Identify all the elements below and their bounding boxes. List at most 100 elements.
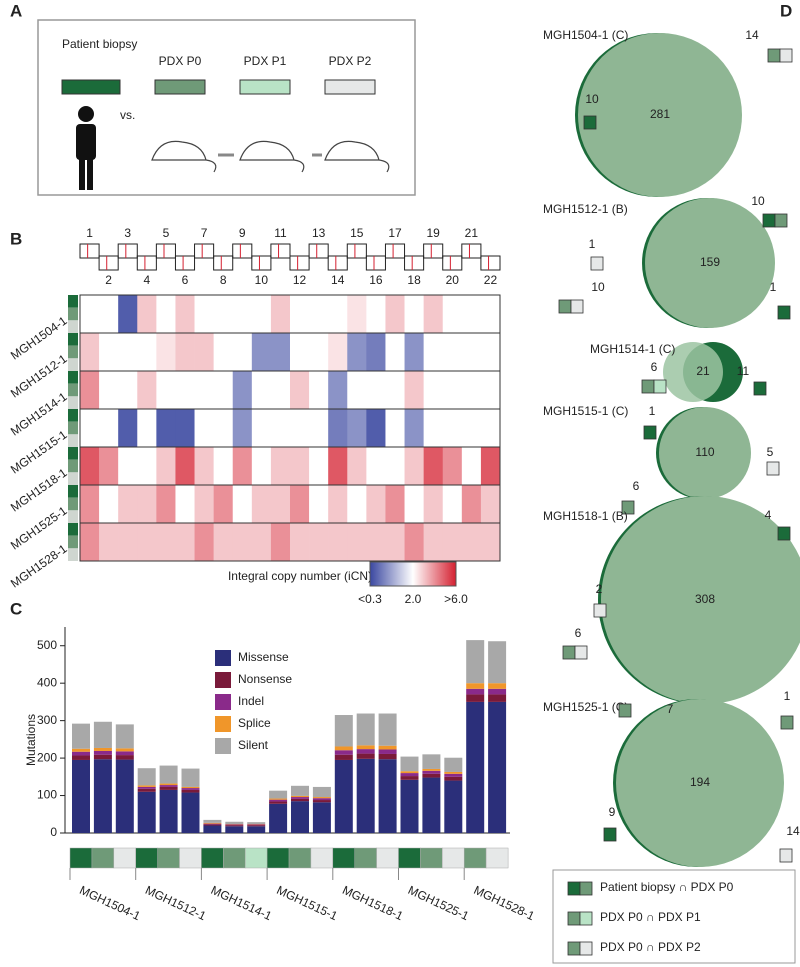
heat-cell — [423, 409, 444, 447]
heat-cell — [461, 333, 482, 371]
set-icon — [567, 911, 581, 926]
scale-title: Integral copy number (iCN) — [228, 569, 372, 583]
set-icon — [579, 911, 593, 926]
legend-label: Nonsense — [238, 672, 292, 686]
row-strip — [68, 409, 78, 422]
chromosome — [174, 255, 196, 271]
venn-shared: 21 — [696, 364, 710, 378]
venn-count: 6 — [633, 479, 640, 493]
heat-cell — [385, 485, 405, 523]
y-tick-label: 400 — [37, 675, 57, 689]
heat-cell — [328, 523, 348, 561]
heat-cell — [194, 447, 214, 485]
chromosome — [327, 255, 348, 271]
chromosome — [251, 255, 272, 271]
bar-segment — [159, 786, 178, 790]
panel-label: B — [10, 229, 22, 248]
bar-segment — [115, 759, 134, 833]
y-tick-label: 300 — [37, 713, 57, 727]
chromosome-label: 15 — [350, 226, 364, 240]
row-strip — [68, 333, 78, 346]
stage-strip — [179, 847, 202, 869]
stage-strip — [113, 847, 137, 869]
mouse-icons — [151, 140, 390, 173]
chromosome — [346, 243, 367, 259]
set-icon — [762, 213, 776, 228]
venn-count: 14 — [745, 28, 759, 42]
chromosome-label: 17 — [388, 226, 402, 240]
bar-segment — [93, 750, 112, 755]
heat-cell — [290, 371, 310, 409]
heat-cell — [290, 409, 310, 447]
bar-segment — [269, 798, 288, 800]
heat-cell — [251, 485, 272, 523]
scale-label: <0.3 — [358, 592, 382, 606]
bar-segment — [247, 826, 266, 833]
venn-legend-frame — [552, 869, 796, 964]
heat-cell — [404, 485, 424, 523]
set-icon — [579, 881, 593, 896]
heat-cell — [156, 371, 176, 409]
set-icon — [583, 115, 597, 130]
bar-segment — [488, 701, 507, 833]
venn-title: MGH1518-1 (B) — [543, 509, 628, 523]
heat-cell — [99, 447, 119, 485]
heat-cell — [213, 485, 234, 523]
bar-segment — [93, 721, 112, 748]
heat-cell — [442, 447, 463, 485]
heat-cell — [423, 371, 444, 409]
chromosome-label: 10 — [255, 273, 269, 287]
heat-cell — [194, 485, 214, 523]
bar-segment — [115, 724, 134, 749]
y-axis-label: Mutations — [24, 714, 38, 766]
stage-swatch — [324, 79, 376, 95]
heat-cell — [290, 295, 310, 333]
heat-cell — [270, 523, 291, 561]
heat-cell — [213, 409, 234, 447]
venn-count: 1 — [770, 280, 777, 294]
bar-segment — [225, 826, 244, 833]
heat-cell — [480, 485, 501, 523]
heat-cell — [461, 371, 482, 409]
bar-segment — [181, 768, 200, 787]
bar-segment — [115, 755, 134, 760]
set-icon — [562, 645, 576, 660]
heat-cell — [137, 447, 157, 485]
panel-a-frame — [37, 19, 416, 196]
chromosome — [423, 243, 444, 259]
heat-cell — [442, 295, 463, 333]
heat-cell — [137, 485, 157, 523]
bar-segment — [444, 773, 463, 777]
bar-segment — [181, 792, 200, 833]
bar-segment — [159, 789, 178, 833]
heat-cell — [290, 485, 310, 523]
venn-shared: 308 — [695, 592, 715, 606]
bar-segment — [378, 759, 397, 833]
stage-strip — [332, 847, 356, 869]
chromosome-label: 18 — [407, 273, 421, 287]
bar-segment — [422, 770, 441, 774]
bar-segment — [203, 824, 222, 826]
heat-cell — [156, 333, 176, 371]
heat-cell — [99, 333, 119, 371]
stage-strip — [485, 847, 509, 869]
stage-strip — [69, 847, 93, 869]
heat-cell — [309, 333, 329, 371]
stage-label: PDX P1 — [244, 54, 287, 68]
legend-swatch — [215, 650, 231, 666]
stage-strip — [135, 847, 158, 869]
venn-count: 1 — [784, 689, 791, 703]
set-icon — [777, 526, 791, 541]
bar-segment — [444, 771, 463, 774]
row-strip — [68, 371, 78, 384]
heat-cell — [194, 523, 214, 561]
scale-label: >6.0 — [444, 592, 468, 606]
chromosome — [232, 243, 253, 259]
stage-strip — [91, 847, 115, 869]
bar-segment — [422, 777, 441, 833]
heat-cell — [423, 523, 444, 561]
heat-cell — [328, 485, 348, 523]
heat-cell — [347, 295, 367, 333]
heat-cell — [251, 523, 272, 561]
